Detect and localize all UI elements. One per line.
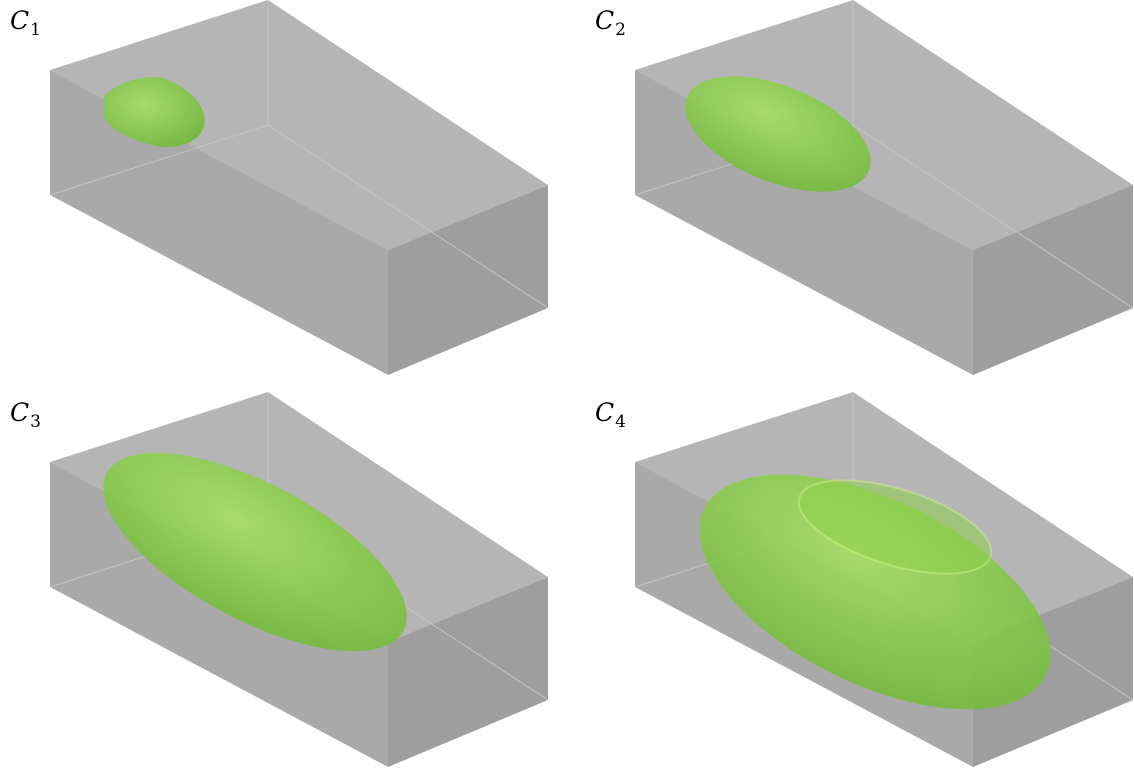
panel-label-c2: C2 bbox=[595, 6, 626, 40]
box-figure-c4 bbox=[634, 392, 1134, 767]
panel-c2: C2 bbox=[585, 0, 1134, 382]
green-ellipsoid-icon bbox=[685, 76, 871, 192]
green-ellipsoid-icon bbox=[104, 77, 205, 148]
green-ellipsoid-icon bbox=[699, 474, 1051, 710]
transparent-box-icon bbox=[49, 0, 549, 375]
transparent-box-icon bbox=[634, 0, 1134, 375]
panel-c4: C4 bbox=[585, 392, 1134, 774]
box-figure-c1 bbox=[49, 0, 549, 375]
panel-c3: C3 bbox=[0, 392, 567, 774]
panel-label-c1: C1 bbox=[10, 6, 41, 40]
box-figure-c3 bbox=[49, 392, 549, 767]
green-ellipsoid-icon bbox=[103, 452, 407, 652]
panel-c1: C1 bbox=[0, 0, 567, 382]
panel-label-c4: C4 bbox=[595, 398, 626, 432]
box-figure-c2 bbox=[634, 0, 1134, 375]
panel-label-c3: C3 bbox=[10, 398, 41, 432]
